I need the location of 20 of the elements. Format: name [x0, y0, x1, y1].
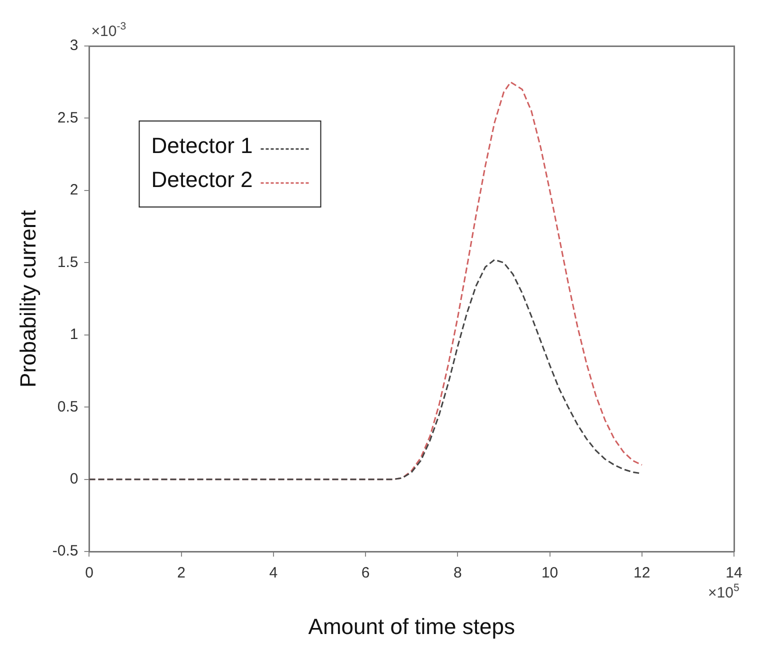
x-tick-label: 2: [177, 564, 186, 582]
x-tick-label: 0: [85, 564, 94, 582]
legend-label: Detector 1: [151, 133, 253, 158]
x-tick-label: 10: [541, 564, 558, 582]
y-tick-label: 1: [70, 326, 78, 344]
y-tick-label: 2.5: [57, 109, 78, 126]
x-tick-label: 8: [454, 564, 462, 582]
legend-label: Detector 2: [151, 167, 253, 192]
y-tick-label: 0.5: [57, 398, 78, 416]
y-tick-label: 0: [70, 470, 78, 488]
x-tick-label: 4: [269, 564, 278, 582]
y-tick-label: 1.5: [57, 254, 78, 271]
x-tick-label: 14: [726, 564, 742, 582]
y-tick-label: 2: [70, 182, 78, 199]
x-tick-label: 12: [634, 564, 650, 582]
x-axis-title: Amount of time steps: [308, 614, 515, 639]
x-tick-label: 6: [361, 564, 370, 582]
y-axis-title: Probability current: [15, 210, 40, 388]
y-tick-label: -0.5: [52, 542, 78, 560]
y-tick-label: 3: [70, 37, 78, 54]
